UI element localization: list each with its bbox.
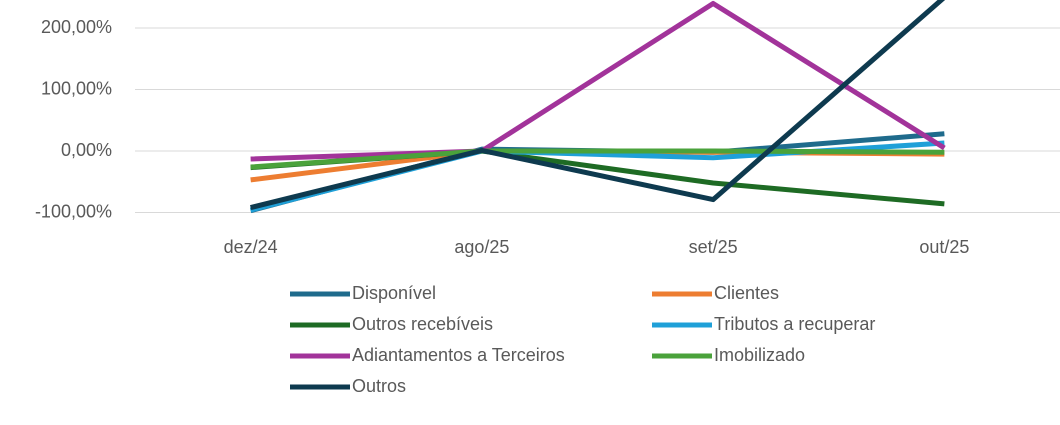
legend-label: Tributos a recuperar	[714, 314, 875, 334]
legend-label: Outros recebíveis	[352, 314, 493, 334]
y-tick-label: 200,00%	[41, 17, 112, 37]
x-tick-label: dez/24	[224, 237, 278, 257]
lines	[249, 0, 946, 214]
y-tick-label: -100,00%	[35, 201, 112, 221]
legend-label: Clientes	[714, 283, 779, 303]
legend-label: Imobilizado	[714, 345, 805, 365]
y-tick-label: 100,00%	[41, 78, 112, 98]
series-line	[250, 0, 946, 211]
series-line	[250, 148, 945, 170]
series-line	[250, 0, 946, 162]
x-tick-label: out/25	[919, 237, 969, 257]
y-tick-label: 0,00%	[61, 140, 112, 160]
x-tick-label: set/25	[689, 237, 738, 257]
grid	[135, 27, 1060, 213]
x-tick-label: ago/25	[454, 237, 509, 257]
series-line	[249, 131, 945, 214]
legend-label: Outros	[352, 376, 406, 396]
legend-label: Adiantamentos a Terceiros	[352, 345, 565, 365]
legend-label: Disponível	[352, 283, 436, 303]
